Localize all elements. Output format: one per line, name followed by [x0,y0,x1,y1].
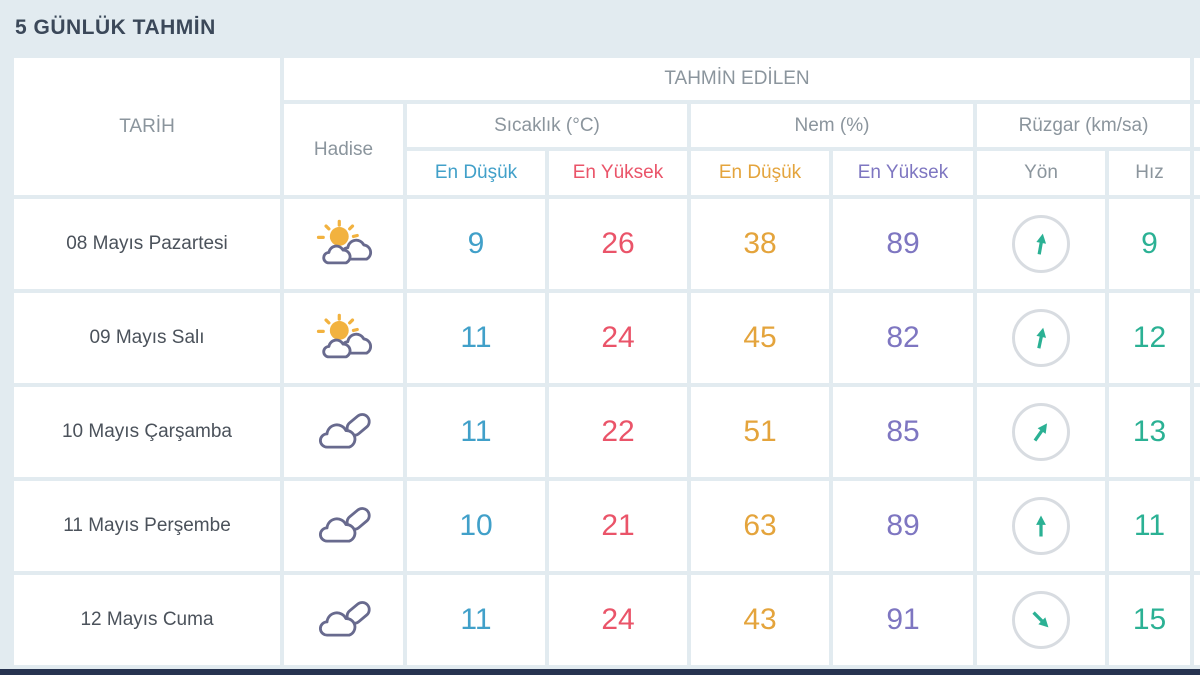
temp-max-cell: 26 [549,199,687,289]
bottom-bar [0,669,1200,675]
wind-speed-cell: 13 [1109,387,1190,477]
temp-min-cell: 11 [407,293,545,383]
header-temp-min: En Düşük [407,151,545,195]
humidity-min-cell: 51 [691,387,829,477]
date-cell: 09 Mayıs Salı [14,293,280,383]
condition-cell [284,293,403,383]
temp-max-cell: 22 [549,387,687,477]
header-temperature-group: Sıcaklık (°C) [407,104,687,147]
humidity-max-cell: 85 [833,387,973,477]
cutoff-cell [1194,199,1200,289]
wind-direction-circle [1012,497,1070,555]
date-cell: 11 Mayıs Perşembe [14,481,280,571]
header-wind-dir: Yön [977,151,1105,195]
weather-icon [310,216,378,272]
header-wind-speed: Hız [1109,151,1190,195]
condition-cell [284,575,403,665]
condition-cell [284,481,403,571]
wind-dir-cell [977,575,1105,665]
date-cell: 10 Mayıs Çarşamba [14,387,280,477]
condition-cell [284,387,403,477]
wind-direction-circle [1012,403,1070,461]
weather-icon [310,498,378,554]
header-wind-group: Rüzgar (km/sa) [977,104,1190,147]
partly-cloudy-icon [316,219,372,265]
partly-cloudy-icon [316,313,372,359]
cutoff-cell [1194,575,1200,665]
wind-arrow-icon [1032,611,1049,628]
wind-dir-cell [977,481,1105,571]
forecast-table: TARİH TAHMİN EDİLEN Hadise Sıcaklık (°C)… [14,58,1200,665]
weather-icon [310,404,378,460]
wind-arrow-icon [1036,327,1047,349]
wind-direction-circle [1012,591,1070,649]
humidity-min-cell: 45 [691,293,829,383]
temp-max-cell: 24 [549,293,687,383]
wind-speed-cell: 9 [1109,199,1190,289]
humidity-max-cell: 89 [833,481,973,571]
wind-dir-cell [977,387,1105,477]
humidity-max-cell: 82 [833,293,973,383]
cutoff-cell [1194,104,1200,147]
wind-arrow-icon [1033,423,1048,442]
wind-speed-cell: 15 [1109,575,1190,665]
header-humidity-max: En Yüksek [833,151,973,195]
wind-direction-circle [1012,215,1070,273]
cutoff-cell [1194,293,1200,383]
header-temp-max: En Yüksek [549,151,687,195]
humidity-min-cell: 43 [691,575,829,665]
cutoff-cell [1194,481,1200,571]
header-humidity-group: Nem (%) [691,104,973,147]
wind-arrow-icon [1036,515,1046,537]
header-humidity-min: En Düşük [691,151,829,195]
temp-min-cell: 11 [407,387,545,477]
weather-icon [310,592,378,648]
humidity-min-cell: 38 [691,199,829,289]
cutoff-cell [1194,151,1200,195]
page-title: 5 GÜNLÜK TAHMİN [15,16,216,39]
wind-speed-cell: 12 [1109,293,1190,383]
condition-cell [284,199,403,289]
weather-icon [310,310,378,366]
humidity-max-cell: 89 [833,199,973,289]
temp-min-cell: 9 [407,199,545,289]
wind-dir-cell [977,199,1105,289]
temp-max-cell: 21 [549,481,687,571]
cloudy-icon [318,413,371,449]
cloudy-icon [318,601,371,637]
wind-arrow-icon [1036,233,1047,255]
header-predicted-group: TAHMİN EDİLEN [284,58,1190,100]
wind-speed-cell: 11 [1109,481,1190,571]
cutoff-cell [1194,58,1200,100]
header-date: TARİH [14,58,280,195]
header-condition: Hadise [284,104,403,195]
humidity-max-cell: 91 [833,575,973,665]
cutoff-cell [1194,387,1200,477]
cloudy-icon [318,507,371,543]
temp-max-cell: 24 [549,575,687,665]
wind-direction-circle [1012,309,1070,367]
date-cell: 12 Mayıs Cuma [14,575,280,665]
temp-min-cell: 10 [407,481,545,571]
humidity-min-cell: 63 [691,481,829,571]
temp-min-cell: 11 [407,575,545,665]
wind-dir-cell [977,293,1105,383]
date-cell: 08 Mayıs Pazartesi [14,199,280,289]
